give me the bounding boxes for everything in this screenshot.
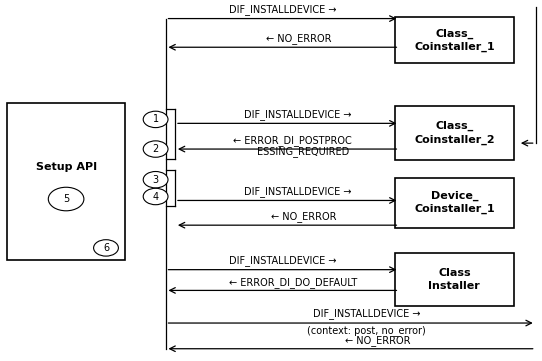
Text: 4: 4 (152, 191, 159, 201)
Text: 3: 3 (152, 175, 159, 185)
Circle shape (143, 171, 168, 188)
Text: ESSING_REQUIRED: ESSING_REQUIRED (257, 146, 350, 157)
Text: 5: 5 (63, 194, 69, 204)
FancyBboxPatch shape (395, 178, 514, 227)
Text: DIF_INSTALLDEVICE →: DIF_INSTALLDEVICE → (313, 309, 421, 319)
Text: 6: 6 (103, 243, 109, 253)
Text: (context: post, no_error): (context: post, no_error) (307, 325, 426, 336)
Text: DIF_INSTALLDEVICE →: DIF_INSTALLDEVICE → (244, 186, 352, 197)
Text: ← ERROR_DI_DO_DEFAULT: ← ERROR_DI_DO_DEFAULT (229, 277, 357, 288)
Text: Class_
Coinstaller_2: Class_ Coinstaller_2 (414, 121, 495, 145)
Text: DIF_INSTALLDEVICE →: DIF_INSTALLDEVICE → (229, 255, 336, 266)
FancyBboxPatch shape (395, 253, 514, 306)
Text: ← NO_ERROR: ← NO_ERROR (270, 212, 336, 222)
FancyBboxPatch shape (395, 17, 514, 64)
Text: ← NO_ERROR: ← NO_ERROR (266, 34, 331, 44)
Text: Device_
Coinstaller_1: Device_ Coinstaller_1 (414, 191, 495, 214)
Circle shape (94, 240, 118, 256)
Text: ← ERROR_DI_POSTPROC: ← ERROR_DI_POSTPROC (233, 135, 352, 146)
Text: DIF_INSTALLDEVICE →: DIF_INSTALLDEVICE → (244, 109, 352, 120)
Circle shape (143, 141, 168, 157)
Text: 2: 2 (152, 144, 159, 154)
Text: Setup API: Setup API (36, 162, 96, 172)
Text: Class
Installer: Class Installer (429, 268, 480, 291)
Circle shape (143, 111, 168, 127)
Text: DIF_INSTALLDEVICE →: DIF_INSTALLDEVICE → (229, 4, 336, 15)
FancyBboxPatch shape (395, 106, 514, 160)
Text: 1: 1 (152, 114, 159, 125)
Circle shape (48, 187, 84, 211)
FancyBboxPatch shape (7, 103, 125, 260)
Text: ← NO_ERROR: ← NO_ERROR (345, 335, 410, 346)
Text: Class_
Coinstaller_1: Class_ Coinstaller_1 (414, 29, 495, 52)
Circle shape (143, 188, 168, 205)
